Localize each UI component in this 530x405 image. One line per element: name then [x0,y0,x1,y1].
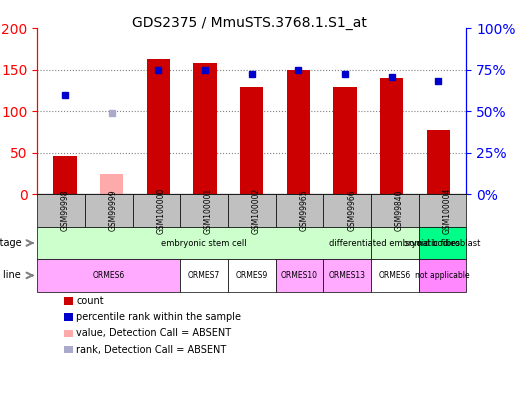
Text: GSM100002: GSM100002 [252,188,261,234]
Bar [240,87,263,194]
Text: cell line: cell line [0,271,21,280]
Text: ORMES10: ORMES10 [281,271,318,280]
Bar [100,174,123,194]
Text: embryonic stem cell: embryonic stem cell [161,239,247,247]
Text: not applicable: not applicable [415,271,470,280]
Text: GSM99998: GSM99998 [61,190,70,231]
Bar [287,70,310,194]
Text: ORMES9: ORMES9 [236,271,268,280]
Bar [147,59,170,194]
Bar [54,156,77,194]
Text: percentile rank within the sample: percentile rank within the sample [76,312,241,322]
Text: value, Detection Call = ABSENT: value, Detection Call = ABSENT [76,328,232,338]
Text: rank, Detection Call = ABSENT: rank, Detection Call = ABSENT [76,345,226,354]
Text: somatic fibroblast: somatic fibroblast [405,239,480,247]
Text: ORMES7: ORMES7 [188,271,220,280]
Bar [427,130,450,194]
Bar [380,78,403,194]
Text: ORMES13: ORMES13 [329,271,366,280]
Bar [333,87,357,194]
Text: ORMES6: ORMES6 [93,271,125,280]
Text: GSM99966: GSM99966 [347,190,356,231]
Text: GSM100000: GSM100000 [156,188,165,234]
Text: GSM99965: GSM99965 [299,190,308,231]
Bar [193,63,217,194]
Text: count: count [76,296,104,306]
Text: GDS2375 / MmuSTS.3768.1.S1_at: GDS2375 / MmuSTS.3768.1.S1_at [131,16,367,30]
Text: ORMES6: ORMES6 [379,271,411,280]
Text: differentiated embryoid bodies: differentiated embryoid bodies [330,239,460,247]
Text: GSM99999: GSM99999 [109,190,118,231]
Text: GSM99840: GSM99840 [395,190,404,231]
Text: GSM100004: GSM100004 [443,188,452,234]
Text: development stage: development stage [0,238,21,248]
Text: GSM100001: GSM100001 [204,188,213,234]
